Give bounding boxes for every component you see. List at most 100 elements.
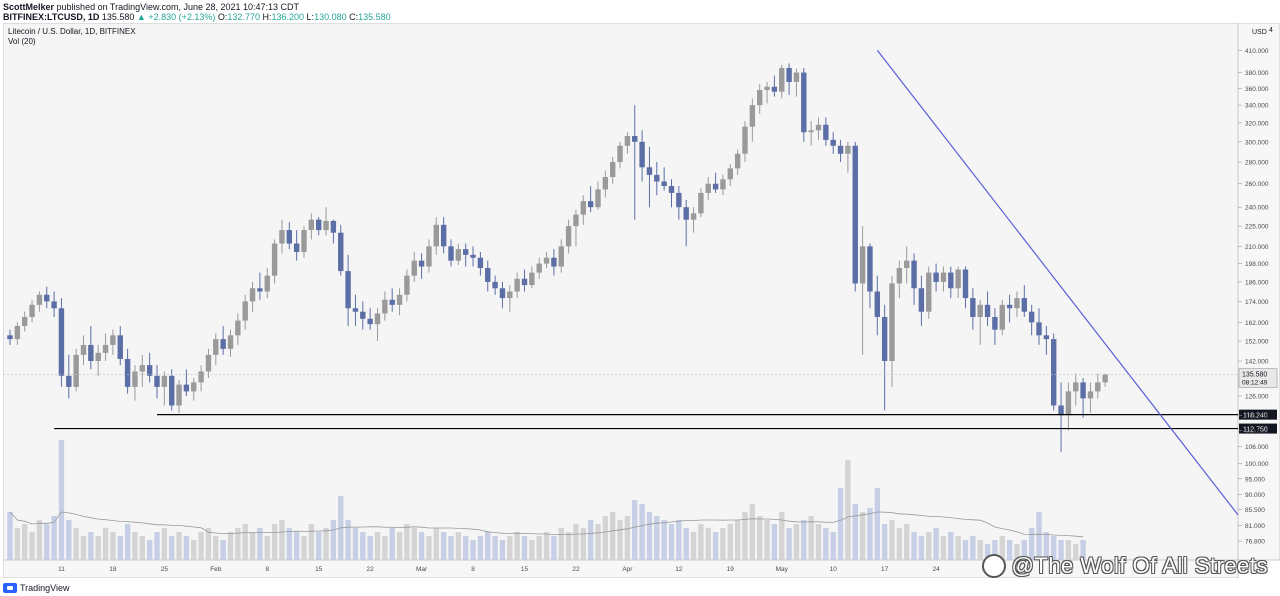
volume-bar <box>191 540 197 560</box>
price-tick-label: 118.000 <box>1245 413 1268 420</box>
watermark: @The Wolf Of All Streets <box>981 553 1268 579</box>
volume-bar <box>896 528 903 560</box>
volume-bar <box>940 536 947 560</box>
candle-body <box>661 181 667 187</box>
candle-body <box>227 335 234 349</box>
volume-bar <box>580 528 586 560</box>
candle-body <box>852 145 858 284</box>
chart-frame[interactable]: Litecoin / U.S. Dollar, 1D, BITFINEX Vol… <box>2 22 1280 579</box>
volume-bar <box>1043 532 1050 560</box>
trendline[interactable] <box>876 49 1239 516</box>
candle-body <box>749 105 756 127</box>
volume-bar <box>565 532 572 560</box>
volume-bar <box>161 528 168 560</box>
candle-body <box>286 230 292 244</box>
candle-body <box>110 335 116 345</box>
price-chart[interactable]: Litecoin / U.S. Dollar, 1D, BITFINEX Vol… <box>2 22 1280 579</box>
close-label: C: <box>349 12 359 22</box>
candle-body <box>830 139 836 146</box>
volume-bar <box>463 536 469 560</box>
volume-bar <box>176 532 182 560</box>
candle-body <box>984 304 991 317</box>
candle-body <box>727 168 733 180</box>
price-tick-label: 76.800 <box>1245 539 1265 546</box>
candle-body <box>102 344 109 353</box>
volume-bar <box>124 524 131 560</box>
volume-bar <box>705 528 711 560</box>
volume-bar <box>764 520 770 560</box>
candle-body <box>779 67 785 92</box>
candle-body <box>668 186 675 193</box>
candle-body <box>1036 322 1042 336</box>
symbol-info: BITFINEX:LTCUSD, 1D 135.580 ▲ +2.830 (+2… <box>3 12 391 22</box>
volume-bar <box>132 532 138 560</box>
time-tick-label: 8 <box>471 566 475 573</box>
publish-info: ScottMelker published on TradingView.com… <box>3 2 299 12</box>
candle-body <box>514 278 520 292</box>
symbol-label: BITFINEX:LTCUSD, 1D <box>3 12 100 22</box>
candle-body <box>801 72 807 133</box>
candle-body <box>565 226 572 247</box>
volume-bar <box>235 528 241 560</box>
candle-body <box>257 288 263 292</box>
price-tick-label: 100.000 <box>1245 461 1269 468</box>
candle-body <box>29 304 35 317</box>
volume-bar <box>602 516 609 560</box>
volume-bar <box>977 540 983 560</box>
volume-bar <box>374 532 381 560</box>
candle-body <box>169 375 175 406</box>
volume-bar <box>1036 512 1042 560</box>
low-label: L: <box>306 12 315 22</box>
footer-brand: TradingView <box>20 583 70 593</box>
level-label-box <box>1239 423 1277 434</box>
candle-body <box>22 316 28 327</box>
volume-bar <box>367 536 373 560</box>
volume-bar <box>183 536 190 560</box>
volume-bar <box>727 524 733 560</box>
candle-body <box>837 145 844 154</box>
candle-body <box>367 318 373 325</box>
candle-body <box>999 304 1005 330</box>
volume-bar <box>389 528 395 560</box>
price-tick-label: 260.000 <box>1245 181 1269 188</box>
volume-bar <box>529 540 535 560</box>
volume-bar <box>852 504 858 560</box>
candle-body <box>477 257 484 269</box>
candle-body <box>918 288 925 312</box>
candle-body <box>14 326 21 340</box>
candle-body <box>720 179 726 190</box>
plot-area[interactable] <box>2 22 1239 561</box>
candle-body <box>859 246 866 284</box>
price-axis[interactable] <box>1237 22 1280 561</box>
candle-body <box>154 375 160 387</box>
volume-bar <box>440 532 447 560</box>
volume-bar <box>382 536 388 560</box>
volume-bar <box>352 528 359 560</box>
candle-body <box>507 291 513 299</box>
candle-body <box>690 213 697 220</box>
candle-body <box>345 271 351 309</box>
volume-bar <box>73 528 79 560</box>
volume-bar <box>654 516 660 560</box>
volume-bar <box>169 536 175 560</box>
level-label: 118.240 <box>1243 413 1268 420</box>
candle-body <box>1087 391 1094 399</box>
candles <box>7 63 1108 453</box>
candle-body <box>440 224 447 247</box>
volume-bars <box>7 440 1086 560</box>
candle-body <box>808 130 814 133</box>
candle-body <box>698 192 704 214</box>
volume-bar <box>712 532 719 560</box>
candle-body <box>88 344 94 361</box>
volume-bar <box>1065 540 1072 560</box>
volume-bar <box>51 516 57 560</box>
volume-bar <box>587 520 594 560</box>
volume-bar <box>102 528 109 560</box>
time-tick-label: 17 <box>881 566 889 573</box>
volume-bar <box>881 524 888 560</box>
candle-body <box>161 375 168 387</box>
candle-body <box>132 371 138 387</box>
volume-bar <box>14 528 21 560</box>
volume-bar <box>543 532 550 560</box>
time-tick-label: Feb <box>210 566 222 573</box>
